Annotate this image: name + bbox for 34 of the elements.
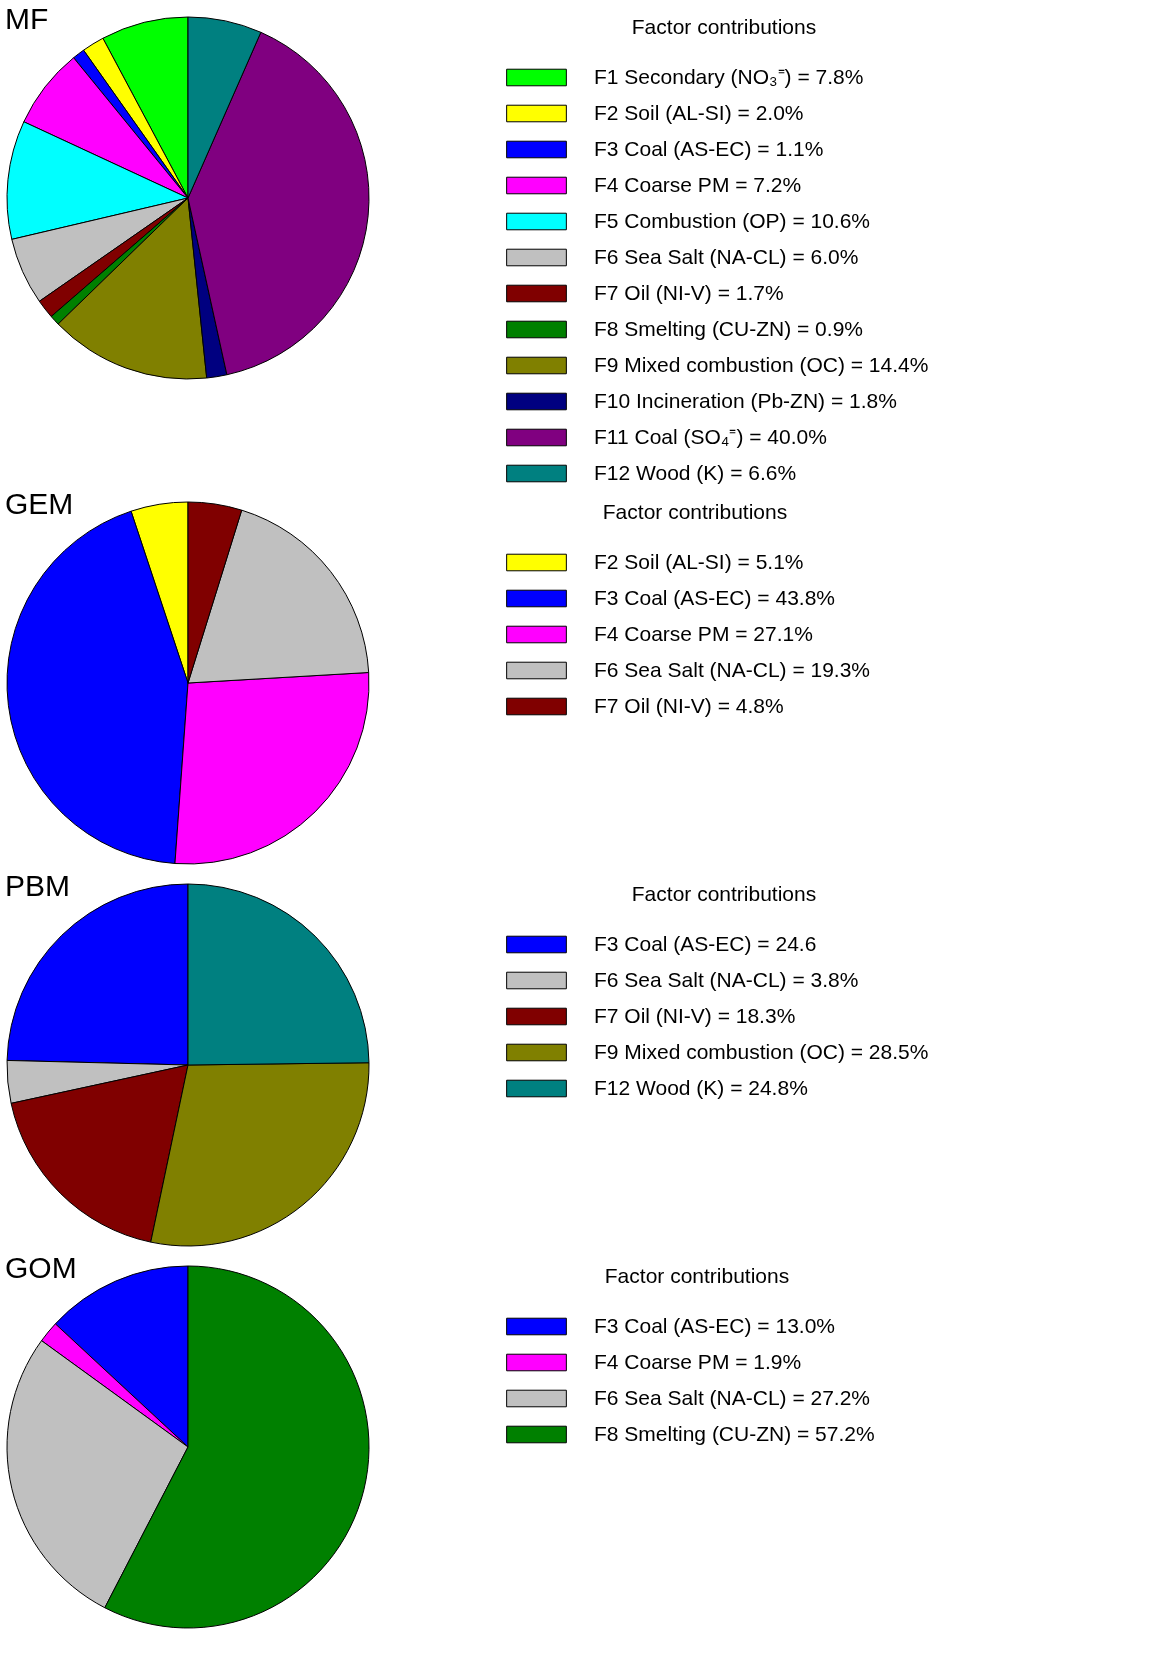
legend-label: F4 Coarse PM = 27.1% — [594, 621, 813, 645]
chart-title: PBM — [5, 869, 71, 902]
chart-title: GEM — [5, 487, 74, 520]
legend-label: F3 Coal (AS-EC) = 24.6 — [594, 931, 817, 955]
legend-label: F6 Sea Salt (NA-CL) = 27.2% — [594, 1385, 871, 1409]
legend-label: F6 Sea Salt (NA-CL) = 6.0% — [594, 244, 859, 268]
legend-label: F9 Mixed combustion (OC) = 28.5% — [594, 1039, 929, 1063]
legend-label: F3 Coal (AS-EC) = 1.1% — [594, 136, 824, 160]
legend-title: Factor contributions — [631, 15, 817, 38]
legend-label: F10 Incineration (Pb-ZN) = 1.8% — [594, 388, 897, 412]
legend-label: F11 Coal (SO₄⁼) = 40.0% — [594, 424, 827, 448]
chart-title: GOM — [5, 1251, 77, 1284]
legend-title: Factor contributions — [602, 500, 788, 523]
legend-label: F3 Coal (AS-EC) = 43.8% — [594, 585, 836, 609]
legend-label: F8 Smelting (CU-ZN) = 0.9% — [594, 316, 863, 340]
legend-title: Factor contributions — [631, 882, 817, 905]
legend-title: Factor contributions — [604, 1264, 790, 1287]
legend-label: F3 Coal (AS-EC) = 13.0% — [594, 1313, 836, 1337]
legend-label: F9 Mixed combustion (OC) = 14.4% — [594, 352, 929, 376]
legend-label: F6 Sea Salt (NA-CL) = 3.8% — [594, 967, 859, 991]
legend-label: F12 Wood (K) = 6.6% — [594, 460, 797, 484]
legend-label: F4 Coarse PM = 7.2% — [594, 172, 802, 196]
legend-label: F8 Smelting (CU-ZN) = 57.2% — [594, 1421, 875, 1445]
legend-label: F2 Soil (AL-SI) = 2.0% — [594, 100, 804, 124]
legend-label: F6 Sea Salt (NA-CL) = 19.3% — [594, 657, 871, 681]
legend-label: F4 Coarse PM = 1.9% — [594, 1349, 802, 1373]
legend-label: F1 Secondary (NO₃⁼) = 7.8% — [594, 64, 864, 88]
chart-title: MF — [5, 2, 49, 35]
legend-label: F12 Wood (K) = 24.8% — [594, 1075, 808, 1099]
legend-label: F7 Oil (NI-V) = 1.7% — [594, 280, 784, 304]
legend-label: F5 Combustion (OP) = 10.6% — [594, 208, 871, 232]
legend-label: F2 Soil (AL-SI) = 5.1% — [594, 549, 804, 573]
legend-label: F7 Oil (NI-V) = 4.8% — [594, 693, 784, 717]
legend-label: F7 Oil (NI-V) = 18.3% — [594, 1003, 796, 1027]
